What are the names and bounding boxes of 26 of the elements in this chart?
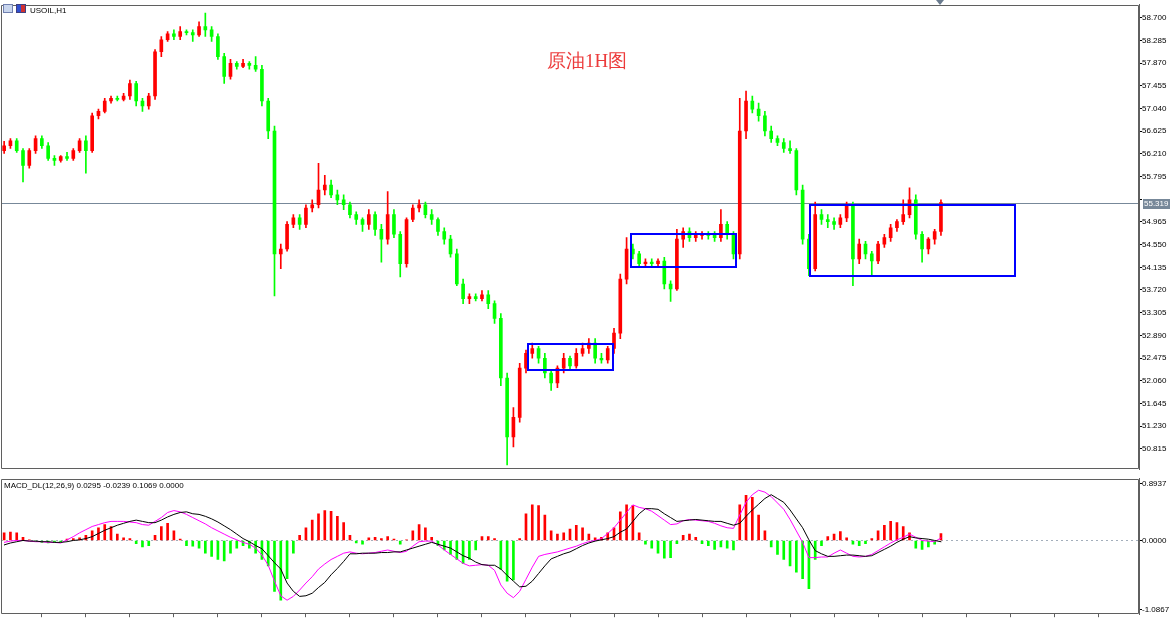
y-tick-label: 52.890 bbox=[1142, 330, 1168, 340]
y-tick-label: 58.285 bbox=[1142, 35, 1168, 45]
y-tick-label: 57.870 bbox=[1142, 58, 1168, 68]
y-tick-label: 54.965 bbox=[1142, 217, 1168, 227]
chart-title: MACD_DL(12,26,9) 0.0295 -0.0239 0.1069 0.0000 bbox=[4, 481, 185, 490]
y-tick-label: 0.0000 bbox=[1142, 535, 1168, 545]
y-tick-label: 52.475 bbox=[1142, 353, 1168, 363]
y-tick-label: -1.0867 bbox=[1142, 604, 1170, 614]
y-tick-label: 57.040 bbox=[1142, 103, 1168, 113]
y-tick-label: 0.8937 bbox=[1142, 478, 1168, 488]
y-tick-label: 50.815 bbox=[1142, 443, 1168, 453]
y-tick-label: 57.455 bbox=[1142, 81, 1168, 91]
y-tick-label: 51.645 bbox=[1142, 398, 1168, 408]
y-tick-label: 55.795 bbox=[1142, 171, 1168, 181]
y-tick-label: 54.550 bbox=[1142, 239, 1168, 249]
y-tick-label: 56.625 bbox=[1142, 126, 1168, 136]
y-tick-label: 54.135 bbox=[1142, 262, 1168, 272]
y-tick-label: 52.060 bbox=[1142, 375, 1168, 385]
y-tick-label: 53.305 bbox=[1142, 307, 1168, 317]
y-tick-label: 51.230 bbox=[1142, 421, 1168, 431]
y-tick-label: 56.210 bbox=[1142, 149, 1168, 159]
ref-line-label: 55.319 bbox=[1144, 199, 1170, 209]
y-tick-label: 53.720 bbox=[1142, 285, 1168, 295]
text: 原油1H图 bbox=[546, 49, 628, 71]
chart-subtitle: USOIL,H1 bbox=[30, 6, 68, 15]
y-tick-label: 58.700 bbox=[1142, 13, 1168, 23]
